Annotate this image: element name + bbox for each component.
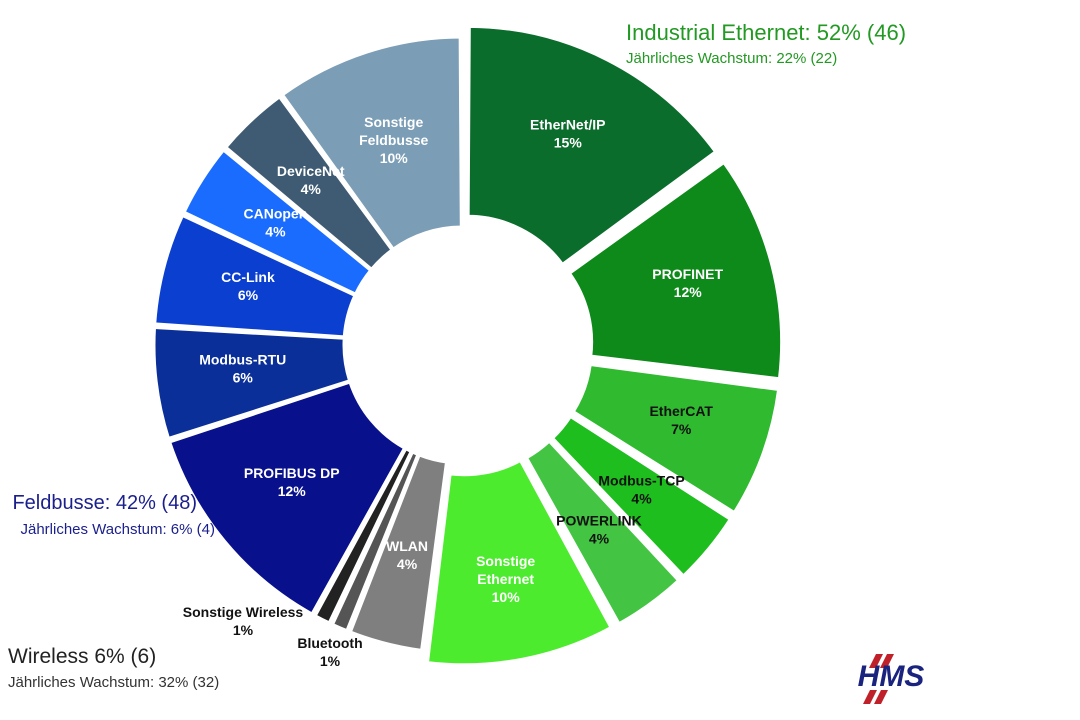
- slice-label: CC-Link 6%: [221, 269, 275, 303]
- hms-logo: HMS: [858, 654, 925, 704]
- slice-label: POWERLINK 4%: [556, 513, 642, 547]
- industrial-ethernet-growth: Jährliches Wachstum: 22% (22): [626, 50, 838, 67]
- slice-label: Modbus-RTU 6%: [199, 352, 286, 386]
- slice-sonstige-feldbusse: [280, 35, 463, 252]
- slice-ethernet-ip: [466, 24, 718, 267]
- slice-label: Sonstige Feldbusse 10%: [359, 114, 428, 166]
- slice-label: PROFINET 12%: [652, 266, 723, 300]
- feldbusse-growth: Jährliches Wachstum: 6% (4): [20, 521, 215, 538]
- slice-devicenet: [223, 94, 395, 272]
- slice-label: Sonstige Wireless 1%: [183, 604, 304, 638]
- slice-label: EtherNet/IP 15%: [530, 116, 605, 150]
- slice-label: EtherCAT 7%: [649, 403, 713, 437]
- wireless-growth: Jährliches Wachstum: 32% (32): [8, 674, 220, 691]
- slice-label: CANopen 4%: [244, 206, 308, 240]
- slice-label: WLAN 4%: [386, 538, 428, 572]
- slice-ethercat: [571, 362, 781, 515]
- labels-layer: EtherNet/IP 15% PROFINET 12% EtherCAT 7% Modbu…: [183, 114, 724, 669]
- slice-profibus-dp: [167, 380, 407, 617]
- slice-label: Bluetooth 1%: [297, 635, 362, 669]
- slice-modbus-tcp: [550, 414, 733, 579]
- industrial-ethernet-title: Industrial Ethernet: 52% (46): [626, 20, 907, 45]
- slice-modbus-rtu: [152, 325, 352, 441]
- slice-label: DeviceNet 4%: [277, 163, 345, 197]
- slice-canopen: [182, 147, 373, 297]
- slice-label: PROFIBUS DP 12%: [244, 465, 340, 499]
- svg-text:HMS: HMS: [858, 660, 925, 693]
- slice-wlan: [348, 453, 449, 653]
- wireless-title: Wireless 6% (6): [8, 645, 157, 668]
- slice-profinet: [567, 160, 784, 381]
- slices-layer: [152, 24, 784, 667]
- slice-label: Modbus-TCP 4%: [598, 473, 684, 507]
- slice-cc-link: [153, 213, 357, 339]
- slice-powerlink: [524, 439, 681, 626]
- feldbusse-title: Feldbusse: 42% (48): [12, 492, 197, 514]
- slice-sonstige-ethernet: [425, 458, 614, 667]
- slice-label: Sonstige Ethernet 10%: [476, 553, 535, 605]
